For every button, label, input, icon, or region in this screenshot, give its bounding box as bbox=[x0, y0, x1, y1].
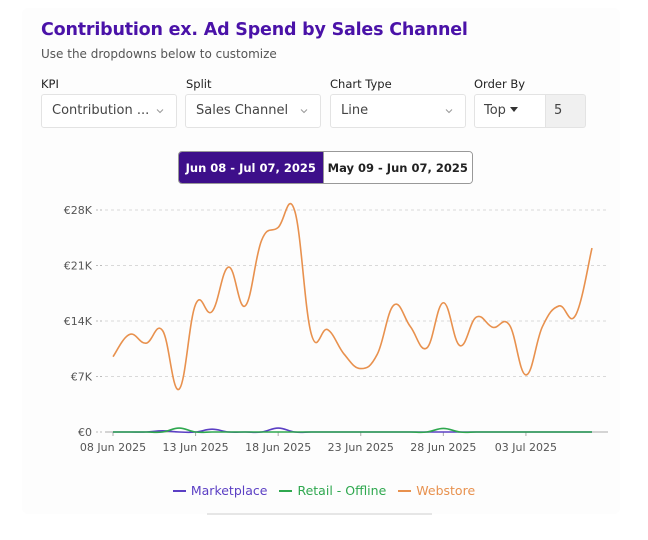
caret-down-icon bbox=[509, 107, 518, 112]
chart-title: Contribution ex. Ad Spend by Sales Chann… bbox=[41, 20, 468, 40]
date-range-previous-button[interactable]: May 09 - Jun 07, 2025 bbox=[322, 152, 472, 183]
legend-item-webstore[interactable]: Webstore bbox=[398, 483, 475, 498]
legend-swatch-webstore bbox=[398, 489, 412, 492]
y-tick-label: €14K bbox=[64, 315, 93, 328]
axis-layer: €0 €7K €14K €21K €28K 08 Jun 2025 13 Jun 2025 1… bbox=[64, 204, 608, 454]
series-layer bbox=[112, 202, 593, 434]
legend-label-retail-offline: Retail - Offline bbox=[297, 483, 387, 498]
grid-layer bbox=[105, 209, 608, 377]
x-tick-label: 18 Jun 2025 bbox=[245, 441, 311, 454]
x-tick-label: 28 Jun 2025 bbox=[410, 441, 476, 454]
legend-swatch-retail-offline bbox=[279, 489, 293, 492]
date-range-toggle: Jun 08 - Jul 07, 2025 May 09 - Jun 07, 2… bbox=[178, 151, 473, 184]
date-range-current-button[interactable]: Jun 08 - Jul 07, 2025 bbox=[179, 152, 323, 183]
y-tick-label: €21K bbox=[64, 260, 93, 273]
y-tick-label: €7K bbox=[71, 371, 93, 384]
legend-item-marketplace[interactable]: Marketplace bbox=[172, 483, 268, 498]
x-tick-label: 03 Jul 2025 bbox=[495, 441, 557, 454]
order-count-input[interactable]: 5 bbox=[546, 94, 586, 128]
legend-label-webstore: Webstore bbox=[416, 483, 476, 498]
legend-swatch-marketplace bbox=[172, 489, 186, 492]
x-tick-label: 13 Jun 2025 bbox=[163, 441, 229, 454]
order-direction-value: Top bbox=[484, 103, 506, 118]
chart-subtitle: Use the dropdowns below to customize bbox=[41, 47, 277, 61]
legend-item-retail-offline[interactable]: Retail - Offline bbox=[279, 483, 386, 498]
chart-card bbox=[22, 8, 620, 514]
scroll-strip bbox=[207, 513, 432, 515]
kpi-dropdown-value: Contribution ... bbox=[52, 103, 150, 118]
split-dropdown-value: Sales Channel bbox=[196, 103, 289, 118]
order-direction-dropdown[interactable]: Top bbox=[474, 94, 546, 128]
chevron-down-icon bbox=[445, 109, 453, 114]
chart-type-dropdown[interactable]: Line bbox=[330, 94, 466, 128]
chart-type-dropdown-value: Line bbox=[341, 103, 369, 118]
y-tick-label: €0 bbox=[78, 426, 92, 439]
x-tick-label: 08 Jun 2025 bbox=[80, 441, 146, 454]
series-line-retail-offline[interactable] bbox=[112, 427, 592, 434]
chart-type-label: Chart Type bbox=[330, 77, 392, 91]
chart-legend: Marketplace Retail - Offline Webstore bbox=[0, 483, 648, 498]
x-tick-label: 23 Jun 2025 bbox=[328, 441, 394, 454]
chevron-down-icon bbox=[156, 109, 164, 114]
kpi-dropdown[interactable]: Contribution ... bbox=[41, 94, 177, 128]
series-line-webstore[interactable] bbox=[112, 202, 593, 391]
y-tick-label: €28K bbox=[64, 204, 93, 217]
order-by-label: Order By bbox=[474, 77, 526, 91]
legend-label-marketplace: Marketplace bbox=[190, 483, 268, 498]
chevron-down-icon bbox=[300, 109, 308, 114]
split-label: Split bbox=[186, 77, 212, 91]
split-dropdown[interactable]: Sales Channel bbox=[185, 94, 321, 128]
kpi-label: KPI bbox=[41, 77, 59, 91]
